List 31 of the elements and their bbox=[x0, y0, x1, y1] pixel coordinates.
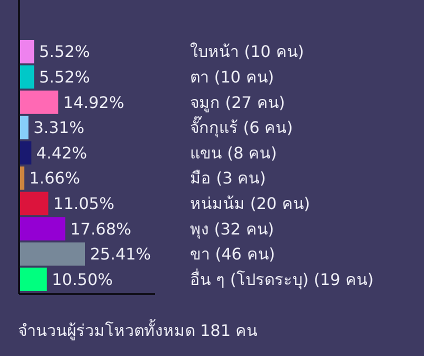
data-label: 17.68% bbox=[70, 219, 132, 238]
data-label: 10.50% bbox=[52, 270, 113, 289]
y-tick-label: จั๊กกุแร้ (6 คน) bbox=[190, 116, 293, 138]
y-tick-label: มือ (3 คน) bbox=[190, 168, 266, 188]
data-label: 5.52% bbox=[39, 42, 90, 62]
bar bbox=[20, 242, 85, 266]
data-label: 25.41% bbox=[90, 244, 152, 264]
y-tick-label: ตา (10 คน) bbox=[190, 67, 274, 86]
y-tick-label: จมูก (27 คน) bbox=[190, 92, 286, 113]
data-label: 14.92% bbox=[63, 92, 124, 112]
y-tick-label: พุง (32 คน) bbox=[190, 219, 274, 240]
data-label: 1.66% bbox=[29, 168, 80, 188]
bar bbox=[20, 90, 58, 114]
bar bbox=[20, 65, 34, 89]
bar bbox=[20, 268, 47, 291]
y-tick-label: อื่น ๆ (โปรดระบุ) (19 คน) bbox=[190, 268, 374, 290]
data-label: 11.05% bbox=[53, 194, 114, 213]
y-tick-label: ขา (46 คน) bbox=[190, 244, 276, 264]
data-label: 4.42% bbox=[36, 143, 88, 162]
y-tick-label: หน่มน้ม (20 คน) bbox=[190, 194, 310, 213]
data-label: 5.52% bbox=[39, 67, 90, 86]
data-label: 3.31% bbox=[33, 118, 84, 138]
bar bbox=[20, 217, 66, 240]
bar bbox=[20, 192, 48, 216]
bar bbox=[20, 166, 24, 190]
y-tick-label: แขน (8 คน) bbox=[190, 143, 277, 162]
bar bbox=[20, 141, 32, 164]
bar bbox=[20, 40, 34, 64]
y-tick-label: ใบหน้า (10 คน) bbox=[190, 42, 304, 62]
text: จำนวนผู้ร่วมโหวตทั้งหมด 181 คน bbox=[18, 319, 258, 341]
bar bbox=[20, 116, 28, 140]
